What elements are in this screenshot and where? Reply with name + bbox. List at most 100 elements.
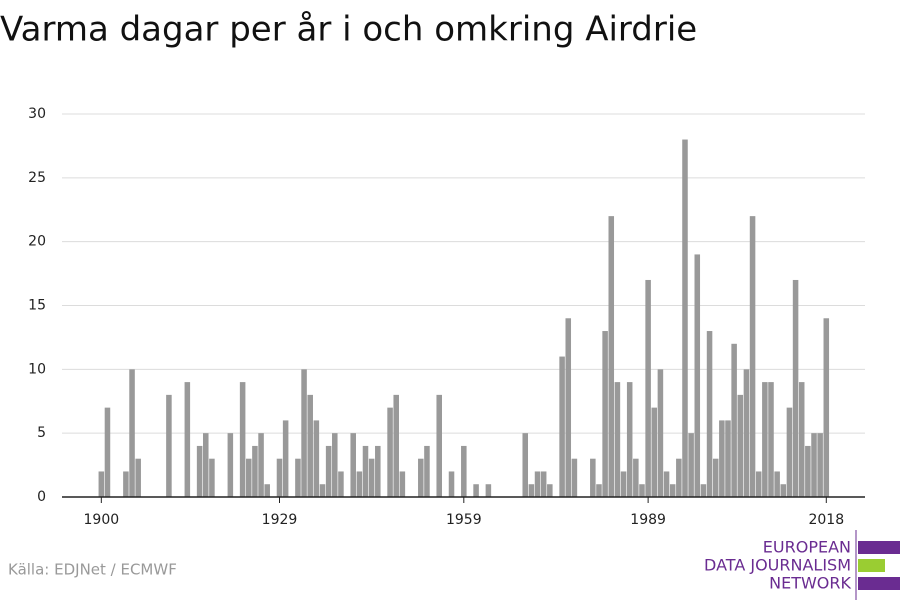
bar [473,484,479,497]
bar [301,369,307,497]
bar [792,279,799,497]
bar [166,394,172,497]
bar [798,382,805,497]
x-tick-label: 1989 [630,512,666,528]
bar [651,407,658,497]
bar [393,394,399,497]
bar [461,445,467,497]
bar [522,433,529,497]
bar [332,433,338,497]
bar [448,471,455,497]
y-tick-label: 10 [28,361,46,377]
bar [805,445,811,497]
bar [706,331,713,497]
logo-bar [858,559,885,572]
bar [700,484,707,497]
bar [774,471,780,497]
bar [325,445,332,497]
bar [184,382,191,497]
bar [688,433,694,497]
bar [258,433,264,497]
bar [823,318,830,497]
bar [528,484,535,497]
bar [762,382,768,497]
bar [375,445,381,497]
bar [571,458,578,497]
bar [227,433,234,497]
x-tick-label: 1900 [84,512,120,528]
logo-text: EUROPEAN [763,538,851,557]
bar [817,433,823,497]
y-tick-label: 20 [28,234,46,250]
bar [676,458,682,497]
bar [387,407,393,497]
bar [436,394,442,497]
bar [755,471,762,497]
bar [98,471,105,497]
bar [590,458,596,497]
x-tick-label: 2018 [808,512,844,528]
x-tick-label: 1929 [262,512,298,528]
bar [694,254,701,497]
bar [559,356,565,497]
bar [307,394,313,497]
bar [282,420,289,497]
bar [768,382,774,497]
y-tick-label: 15 [28,298,46,314]
source: Källa: EDJNet / ECMWF [8,561,177,579]
bar [565,318,572,497]
bar [418,458,424,497]
bar [669,484,676,497]
bar [608,216,615,497]
bar [540,471,547,497]
bar [368,458,375,497]
bar [534,471,541,497]
bar [682,139,688,498]
bar [633,458,639,497]
bar [338,471,344,497]
x-tick-label: 1959 [446,512,482,528]
logo-bar [858,541,900,554]
y-tick-label: 0 [37,489,46,505]
bar [129,369,135,497]
bar [626,382,633,497]
bar [399,471,406,497]
bar [350,433,356,497]
bar [209,458,215,497]
bar [712,458,719,497]
bar [780,484,787,497]
bar [246,458,252,497]
bar [135,458,141,497]
bar [725,420,731,497]
bar [737,394,744,497]
bar [203,433,209,497]
bar [362,445,369,497]
y-tick-label: 25 [28,170,46,186]
logo-bar [858,577,900,590]
logo-text: NETWORK [769,574,851,593]
bar [639,484,645,497]
bar [786,407,793,497]
bar [596,484,602,497]
y-tick-label: 5 [37,425,46,441]
bar [614,382,621,497]
y-tick-label: 30 [28,106,46,122]
bar [811,433,817,497]
bar [319,484,326,497]
bar [719,420,725,497]
bar [743,369,750,497]
bar [731,343,737,497]
bar [424,445,430,497]
bar [276,458,283,497]
bar [485,484,492,497]
bar [239,382,246,497]
bar [620,471,627,497]
bar [104,407,111,497]
bar [657,369,664,497]
logo-text: DATA JOURNALISM [704,556,851,575]
bar [749,216,756,497]
chart-title: Varma dagar per år i och omkring Airdrie [0,10,697,50]
bar [252,445,258,497]
bar [264,484,270,497]
